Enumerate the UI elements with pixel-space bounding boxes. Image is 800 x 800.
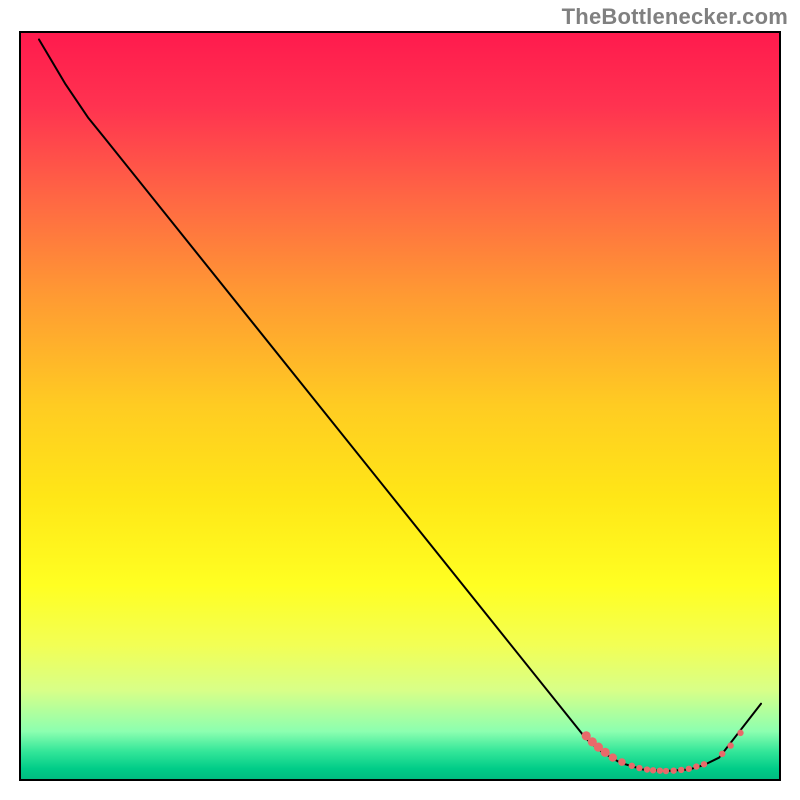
curve-marker	[693, 763, 699, 769]
curve-marker	[727, 742, 733, 748]
curve-marker	[678, 767, 684, 773]
bottleneck-curve-chart	[0, 0, 800, 800]
curve-marker	[657, 767, 663, 773]
chart-container: TheBottlenecker.com	[0, 0, 800, 800]
chart-background	[20, 32, 780, 780]
curve-marker	[670, 767, 676, 773]
curve-marker	[609, 753, 617, 761]
curve-marker	[701, 761, 707, 767]
curve-marker	[650, 767, 656, 773]
curve-marker	[618, 758, 626, 766]
curve-marker	[686, 766, 692, 772]
curve-marker	[629, 763, 635, 769]
watermark-text: TheBottlenecker.com	[562, 4, 788, 30]
curve-marker	[601, 748, 610, 757]
curve-marker	[644, 766, 650, 772]
curve-marker	[663, 768, 669, 774]
curve-marker	[719, 751, 725, 757]
curve-marker	[737, 730, 743, 736]
curve-marker	[636, 765, 642, 771]
